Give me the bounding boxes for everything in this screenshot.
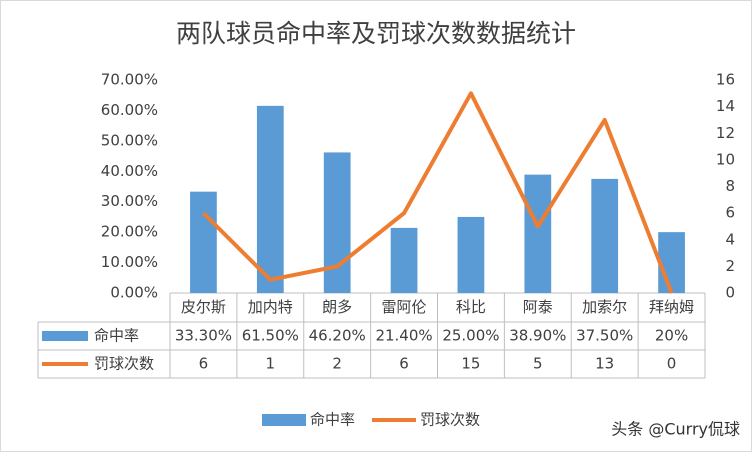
y-tick-label: 70.00% bbox=[101, 71, 158, 89]
x-tick-label: 科比 bbox=[456, 298, 486, 316]
table-value: 15 bbox=[461, 355, 480, 373]
table-value: 1 bbox=[266, 355, 276, 373]
table-value: 21.40% bbox=[375, 327, 432, 345]
table-value: 46.20% bbox=[309, 327, 366, 345]
y-tick-label: 0.00% bbox=[110, 284, 158, 302]
y-tick-label: 60.00% bbox=[101, 101, 158, 119]
x-tick-label: 雷阿伦 bbox=[382, 298, 427, 316]
x-tick-label: 阿泰 bbox=[523, 298, 553, 316]
table-value: 25.00% bbox=[442, 327, 499, 345]
table-value: 6 bbox=[399, 355, 409, 373]
legend-key bbox=[262, 414, 306, 426]
bar bbox=[591, 178, 619, 293]
y2-tick-label: 0 bbox=[725, 284, 735, 302]
bar bbox=[457, 216, 485, 293]
table-value: 0 bbox=[667, 355, 677, 373]
y2-tick-label: 12 bbox=[716, 124, 735, 142]
legend-label: 罚球次数 bbox=[420, 411, 480, 429]
bar bbox=[256, 105, 284, 293]
bar bbox=[323, 152, 351, 293]
line bbox=[202, 91, 674, 294]
y2-tick-label: 16 bbox=[716, 71, 735, 89]
y2-tick-label: 14 bbox=[716, 97, 735, 115]
table-series-name: 罚球次数 bbox=[94, 355, 154, 373]
table-value: 6 bbox=[199, 355, 209, 373]
table-value: 61.50% bbox=[242, 327, 299, 345]
x-tick-label: 加内特 bbox=[248, 298, 293, 316]
table-series-name: 命中率 bbox=[94, 327, 139, 345]
table-value: 2 bbox=[332, 355, 342, 373]
table-value: 37.50% bbox=[576, 327, 633, 345]
y-tick-label: 40.00% bbox=[101, 162, 158, 180]
y2-tick-label: 2 bbox=[725, 257, 735, 275]
y2-tick-label: 8 bbox=[725, 177, 735, 195]
x-tick-label: 加索尔 bbox=[582, 298, 627, 316]
watermark: 头条 @Curry侃球 bbox=[611, 420, 740, 439]
y-tick-label: 10.00% bbox=[101, 253, 158, 271]
bar bbox=[190, 191, 217, 293]
y2-tick-label: 4 bbox=[725, 230, 735, 248]
y-tick-label: 20.00% bbox=[101, 223, 158, 241]
chart-title: 两队球员命中率及罚球次数数据统计 bbox=[176, 19, 576, 48]
bar bbox=[390, 227, 418, 293]
y-tick-label: 50.00% bbox=[101, 131, 158, 149]
table-value: 20% bbox=[655, 327, 688, 345]
table-value: 33.30% bbox=[175, 327, 232, 345]
y2-tick-label: 6 bbox=[725, 204, 735, 222]
x-tick-label: 皮尔斯 bbox=[181, 298, 226, 316]
table-value: 13 bbox=[595, 355, 614, 373]
x-tick-label: 朗多 bbox=[322, 298, 352, 316]
y-tick-label: 30.00% bbox=[101, 192, 158, 210]
bar bbox=[524, 174, 552, 293]
table-value: 5 bbox=[533, 355, 543, 373]
legend-label: 命中率 bbox=[310, 411, 355, 429]
bar bbox=[658, 232, 685, 293]
table-value: 38.90% bbox=[509, 327, 566, 345]
x-tick-label: 拜纳姆 bbox=[649, 298, 694, 316]
table-key bbox=[42, 331, 88, 341]
y2-tick-label: 10 bbox=[716, 150, 735, 168]
